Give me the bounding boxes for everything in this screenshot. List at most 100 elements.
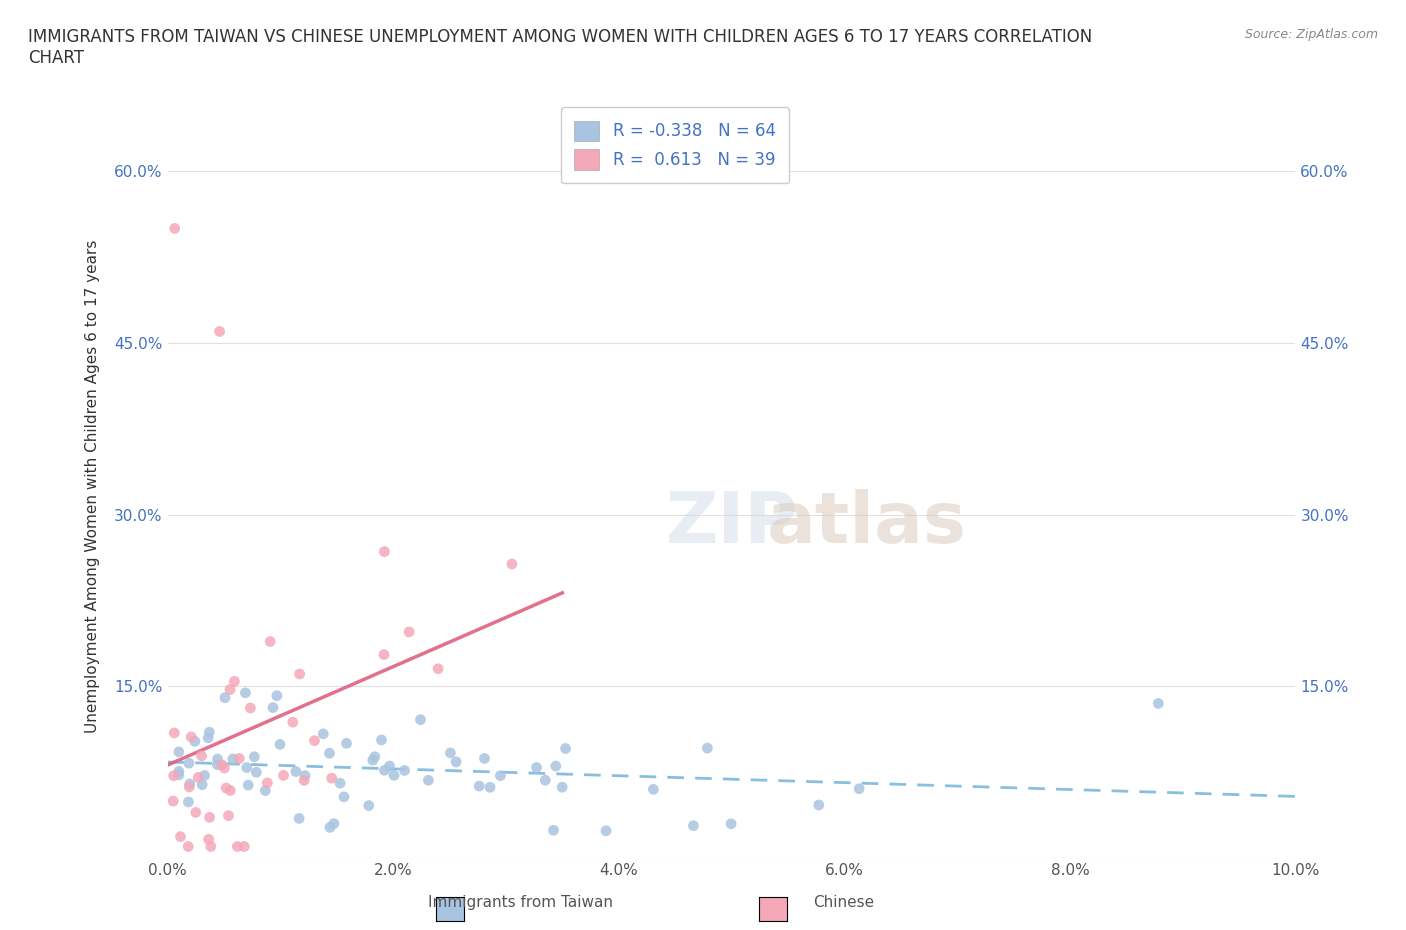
Point <box>489 768 512 783</box>
Point <box>292 773 315 788</box>
Point <box>219 682 242 697</box>
Point <box>382 768 405 783</box>
Point <box>643 782 665 797</box>
Point <box>468 778 491 793</box>
Point <box>696 740 718 755</box>
Point <box>197 831 219 846</box>
Point <box>217 808 239 823</box>
Point <box>427 661 450 676</box>
Point <box>318 746 340 761</box>
Point <box>534 773 557 788</box>
Point <box>163 221 186 236</box>
Point <box>177 839 200 854</box>
Point <box>682 818 704 833</box>
Point <box>378 759 401 774</box>
Point <box>167 745 190 760</box>
Point <box>329 776 352 790</box>
Legend: R = -0.338   N = 64, R =  0.613   N = 39: R = -0.338 N = 64, R = 0.613 N = 39 <box>561 108 789 183</box>
Point <box>444 754 467 769</box>
Point <box>304 733 326 748</box>
Point <box>184 805 207 820</box>
Point <box>848 781 870 796</box>
Point <box>200 839 222 854</box>
Point <box>228 751 250 766</box>
Point <box>219 783 242 798</box>
Point <box>207 751 229 766</box>
Point <box>526 760 548 775</box>
Point <box>288 811 311 826</box>
Point <box>162 793 184 808</box>
Point <box>321 771 343 786</box>
Point <box>167 764 190 778</box>
Point <box>198 810 221 825</box>
Point <box>543 823 565 838</box>
Point <box>373 544 395 559</box>
Point <box>281 715 304 730</box>
Point <box>254 783 277 798</box>
Point <box>245 764 267 779</box>
Point <box>179 779 201 794</box>
Point <box>197 730 219 745</box>
Point <box>259 634 281 649</box>
Text: atlas: atlas <box>766 488 967 558</box>
Point <box>207 757 229 772</box>
Point <box>211 757 233 772</box>
Point <box>474 751 496 766</box>
Point <box>357 798 380 813</box>
Point <box>595 823 617 838</box>
Point <box>373 763 395 777</box>
Point <box>190 749 212 764</box>
Text: Source: ZipAtlas.com: Source: ZipAtlas.com <box>1244 28 1378 41</box>
Point <box>335 736 357 751</box>
Point <box>554 741 576 756</box>
Point <box>1147 696 1170 711</box>
Point <box>273 768 295 783</box>
Point <box>370 733 392 748</box>
Point <box>235 760 257 775</box>
Point <box>243 750 266 764</box>
Point <box>262 700 284 715</box>
Point <box>226 839 249 854</box>
Point <box>179 777 201 791</box>
Point <box>319 820 342 835</box>
Point <box>551 779 574 794</box>
Point <box>198 724 221 739</box>
Point <box>418 773 440 788</box>
Point <box>439 746 461 761</box>
Point <box>222 751 245 766</box>
Point <box>215 780 238 795</box>
Text: Immigrants from Taiwan: Immigrants from Taiwan <box>427 895 613 910</box>
Text: IMMIGRANTS FROM TAIWAN VS CHINESE UNEMPLOYMENT AMONG WOMEN WITH CHILDREN AGES 6 : IMMIGRANTS FROM TAIWAN VS CHINESE UNEMPL… <box>28 28 1092 67</box>
Point <box>169 830 191 844</box>
Point <box>398 624 420 639</box>
Point <box>214 690 236 705</box>
Point <box>167 767 190 782</box>
Point <box>501 557 523 572</box>
Point <box>394 763 416 777</box>
Point <box>177 756 200 771</box>
Point <box>333 790 356 804</box>
Text: ZIP: ZIP <box>665 488 797 558</box>
Point <box>214 761 236 776</box>
Point <box>312 726 335 741</box>
Point <box>163 768 186 783</box>
Point <box>322 817 344 831</box>
Point <box>288 667 311 682</box>
Point <box>187 770 209 785</box>
Point <box>238 777 260 792</box>
Point <box>266 688 288 703</box>
Point <box>364 750 387 764</box>
Point <box>807 798 830 813</box>
Point <box>180 729 202 744</box>
Point <box>409 712 432 727</box>
Point <box>233 839 256 854</box>
Point <box>184 734 207 749</box>
Point <box>544 759 567 774</box>
Point <box>720 817 742 831</box>
Point <box>208 324 231 339</box>
Point <box>361 752 384 767</box>
Point <box>239 700 262 715</box>
Point <box>177 794 200 809</box>
Point <box>193 768 215 783</box>
Point <box>478 780 501 795</box>
